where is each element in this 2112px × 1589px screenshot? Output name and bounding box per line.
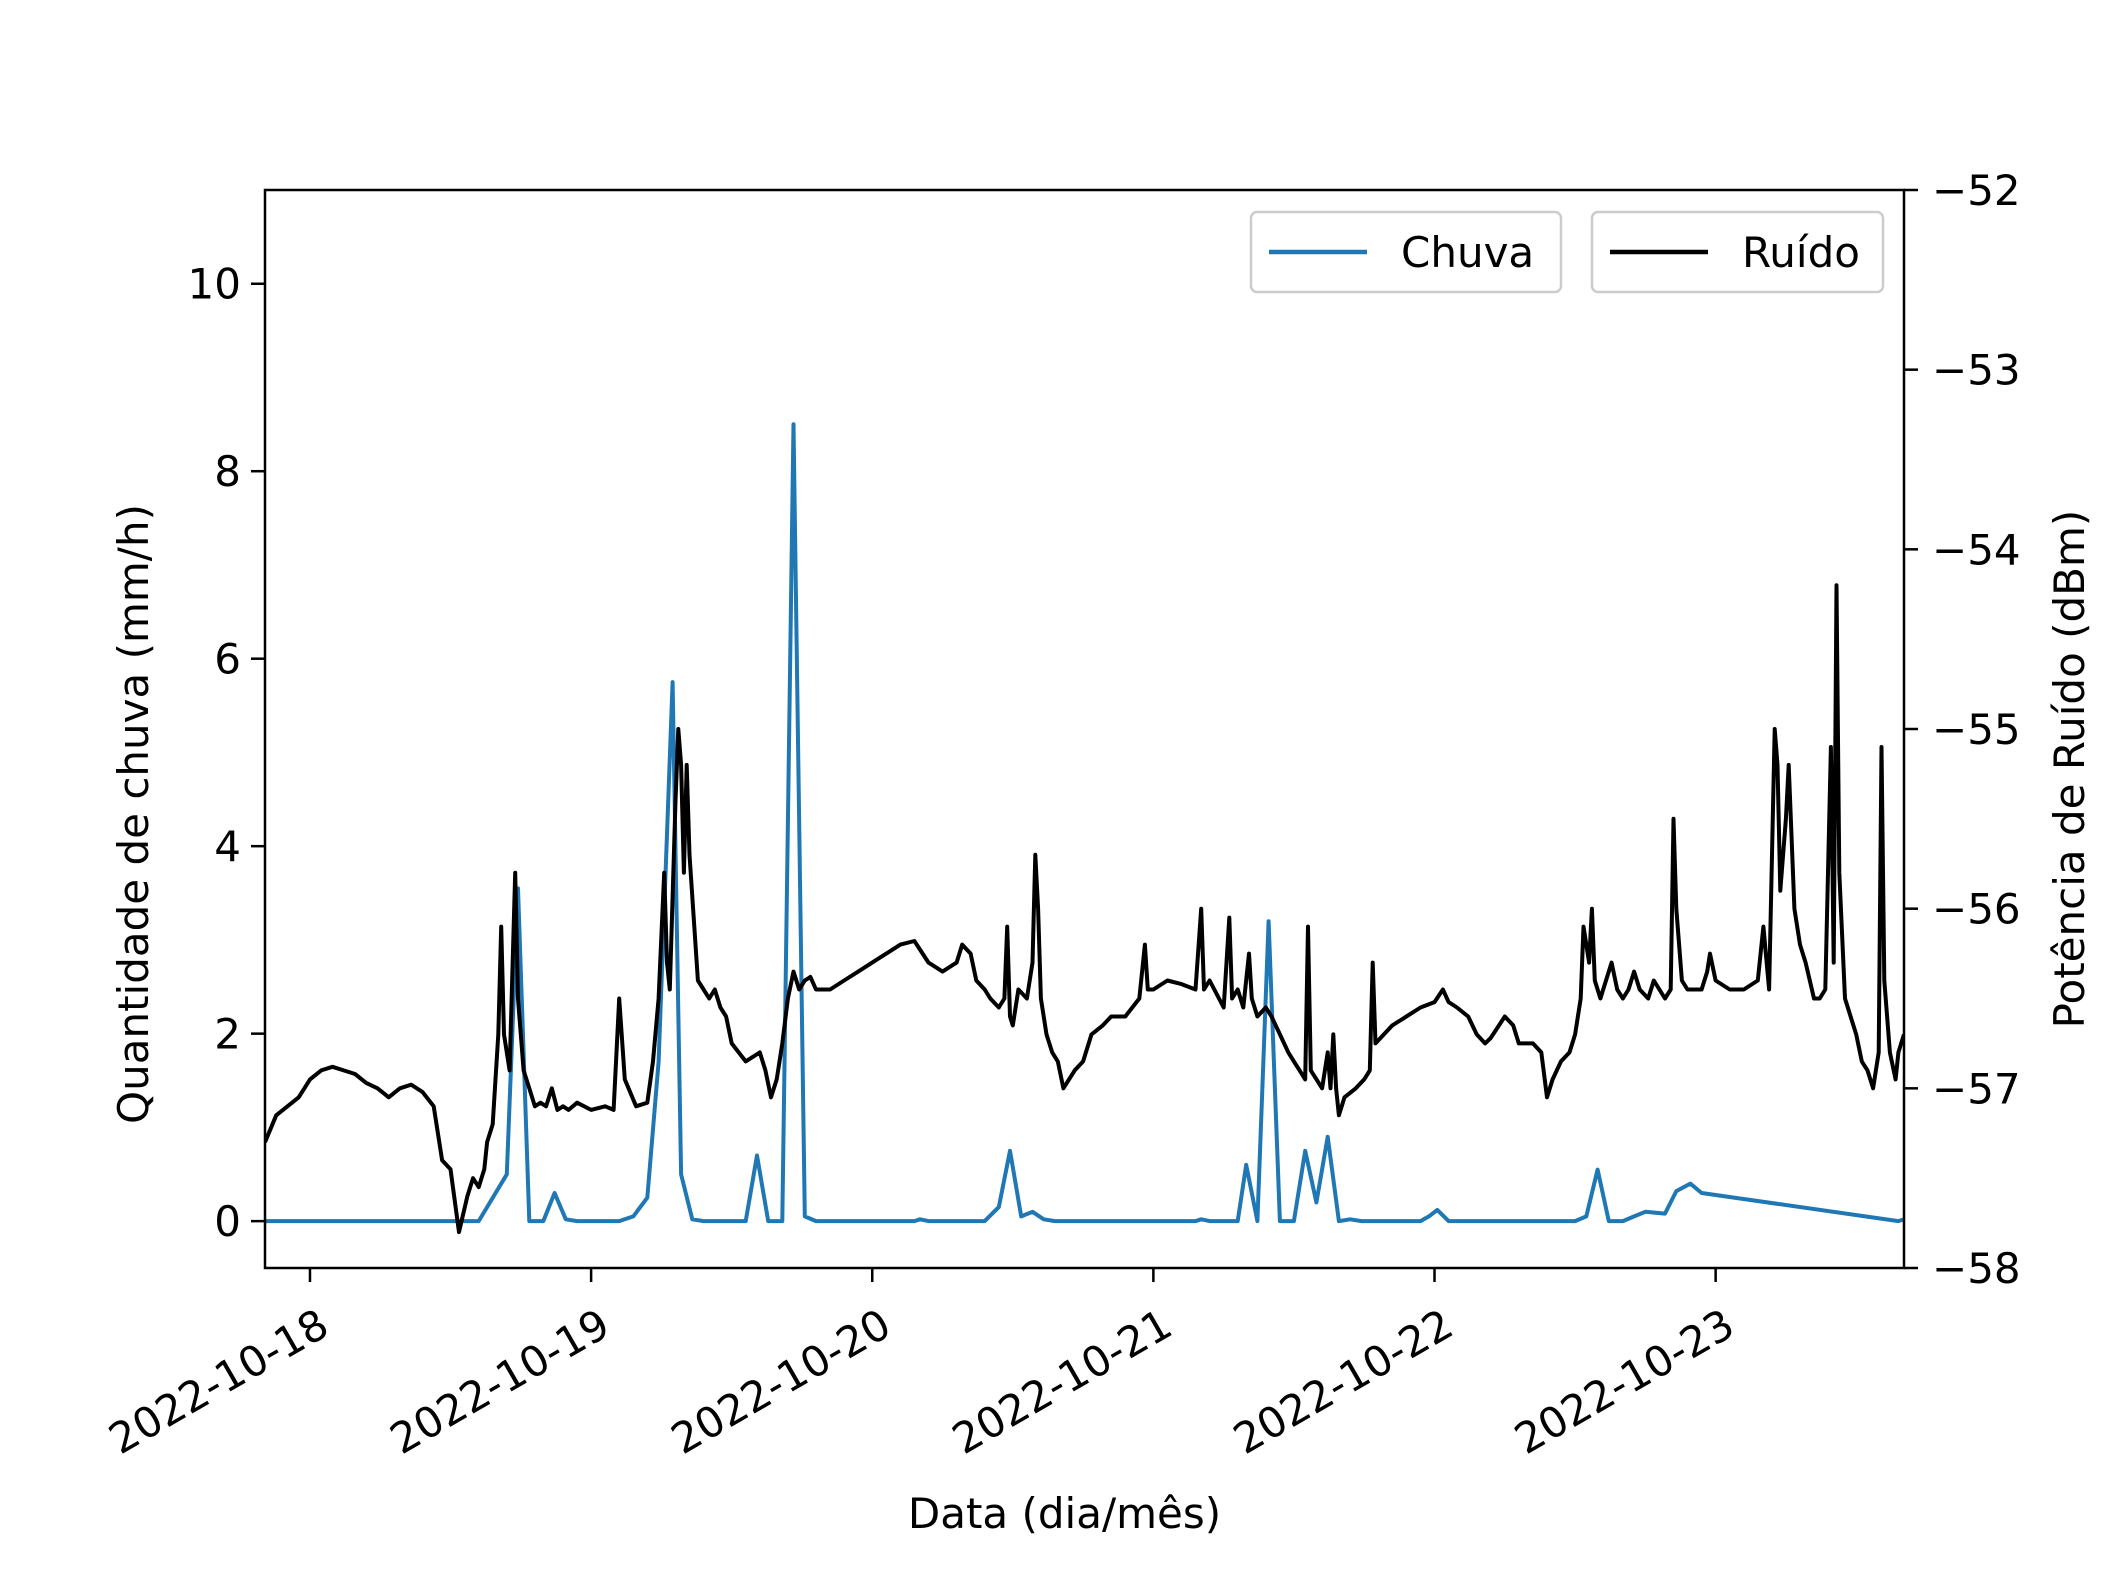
- legend-box-ru-do: [1590, 210, 1885, 294]
- series-line-chuva: [265, 422, 1904, 1224]
- y-tick-label: 4: [214, 822, 241, 871]
- y-axis-title: Quantidade de chuva (mm/h): [109, 504, 158, 1124]
- legend-label-ru-do: Ruído: [1742, 228, 1860, 277]
- y-tick-label: 2: [214, 1010, 241, 1059]
- y2-tick-label: −53: [1932, 346, 2021, 395]
- y2-axis-title: Potência de Ruído (dBm): [2045, 510, 2094, 1029]
- y2-tick-label: −58: [1932, 1244, 2021, 1293]
- y2-tick-label: −55: [1932, 705, 2021, 754]
- legend: Chuva Ruído: [1249, 210, 1885, 294]
- legend-label-chuva: Chuva: [1401, 228, 1534, 277]
- y2-tick-label: −57: [1932, 1064, 2021, 1113]
- legend-box-chuva: [1249, 210, 1563, 294]
- plot-layer: [265, 422, 1904, 1235]
- y-tick-label: 0: [214, 1197, 241, 1246]
- y2-tick-label: −52: [1932, 166, 2021, 215]
- y-tick-label: 10: [188, 260, 241, 309]
- x-axis-title: Data (dia/mês): [908, 1489, 1221, 1538]
- y-tick-label: 8: [214, 447, 241, 496]
- y2-tick-label: −54: [1932, 525, 2021, 574]
- series-line-ru-do: [265, 583, 1904, 1235]
- y2-tick-label: −56: [1932, 885, 2021, 934]
- y-tick-label: 6: [214, 635, 241, 684]
